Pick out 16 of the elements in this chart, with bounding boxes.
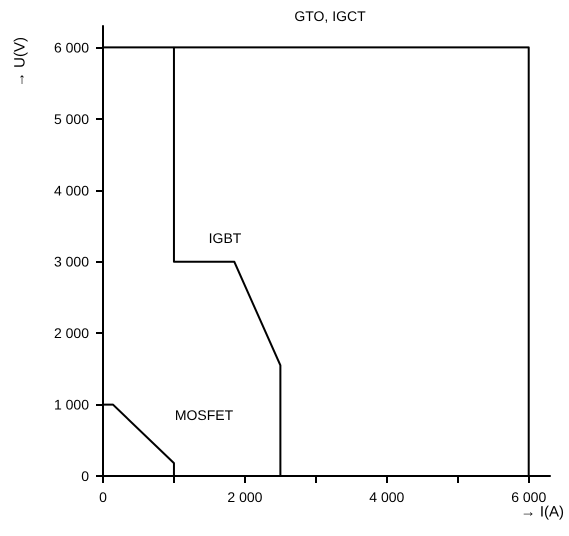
x-tick-label: 6 000 [511, 489, 546, 505]
y-tick-label: 1 000 [54, 396, 90, 413]
y-tick-label: 5 000 [54, 110, 90, 127]
y-tick-label: 2 000 [54, 325, 90, 342]
x-tick-label: 2 000 [227, 489, 263, 505]
y-tick-label: 3 000 [54, 254, 90, 270]
x-tick-label: 0 [99, 489, 108, 505]
x-axis-title: → I(A) [520, 504, 564, 520]
y-tick-label: 6 000 [54, 39, 90, 56]
annotation: MOSFET [174, 407, 234, 423]
y-tick-label: 0 [81, 468, 90, 484]
y-axis-title: → U(V) [12, 37, 28, 87]
text: GTO, IGCT [294, 8, 366, 24]
x-tick-label: 4 000 [369, 489, 405, 505]
y-tick-label: 4 000 [54, 182, 90, 198]
annotation: IGBT [208, 230, 242, 246]
